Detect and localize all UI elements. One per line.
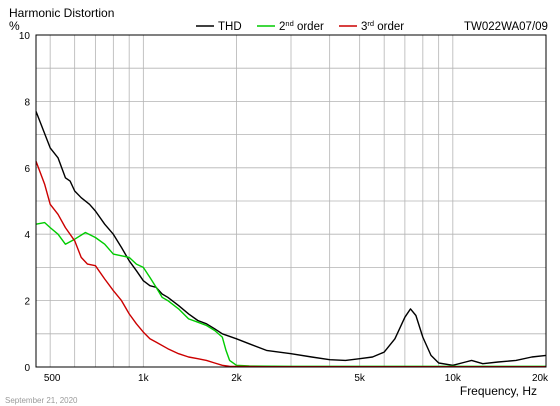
x-tick-labels: 500 1k 2k 5k 10k 20k xyxy=(44,373,549,384)
thd-line xyxy=(35,111,547,366)
plot-frame xyxy=(35,34,547,368)
x-tick-label: 500 xyxy=(44,373,61,384)
x-tick-label: 2k xyxy=(231,373,243,384)
x-axis-label: Frequency, Hz xyxy=(460,384,537,398)
chart-title: Harmonic Distortion xyxy=(9,6,114,20)
legend-label-thd: THD xyxy=(218,21,242,33)
y-tick-label: 8 xyxy=(24,97,30,108)
date-label: September 21, 2020 xyxy=(5,396,78,405)
2nd-order-line xyxy=(35,221,546,367)
y-tick-label: 10 xyxy=(19,31,31,42)
x-tick-label: 1k xyxy=(138,373,150,384)
3rd-order-line xyxy=(35,160,546,368)
y-tick-labels: 0 2 4 6 8 10 xyxy=(19,31,31,374)
legend-label-2nd-order: 2nd order xyxy=(279,19,324,33)
model-label: TW022WA07/09 xyxy=(464,21,548,33)
y-tick-label: 0 xyxy=(24,363,30,374)
legend-label-3rd-order: 3rd order xyxy=(361,19,404,33)
x-tick-label: 20k xyxy=(532,373,549,384)
x-tick-label: 5k xyxy=(354,373,366,384)
y-axis-label: % xyxy=(9,19,20,33)
y-tick-label: 4 xyxy=(24,230,30,241)
y-tick-label: 6 xyxy=(24,164,30,175)
x-tick-label: 10k xyxy=(445,373,462,384)
legend: THD 2nd order 3rd order xyxy=(196,19,404,33)
series-lines xyxy=(35,111,547,368)
y-tick-label: 2 xyxy=(24,297,30,308)
grid xyxy=(36,35,546,367)
